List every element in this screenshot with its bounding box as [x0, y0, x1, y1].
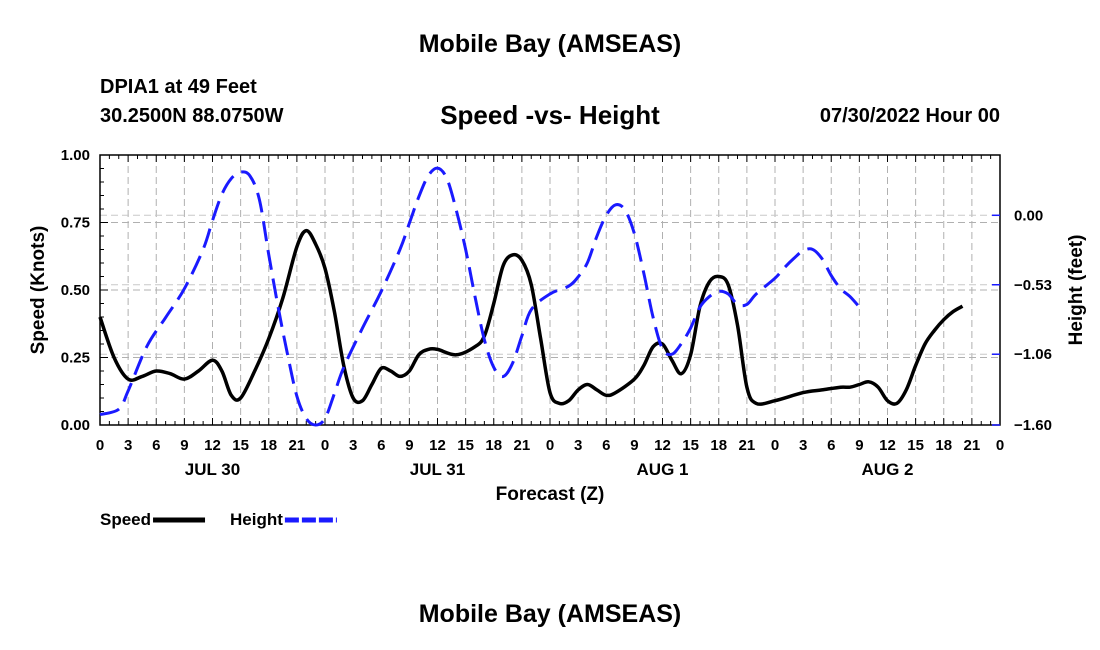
- axes: [99, 154, 1001, 426]
- y2-tick-label: −0.53: [1014, 277, 1052, 294]
- x-tick-label: 9: [630, 437, 638, 454]
- x-tick-label: 0: [321, 437, 329, 454]
- y-tick-label: 0.25: [61, 350, 90, 367]
- x-tick-label: 21: [289, 437, 306, 454]
- y-tick-label: 0.75: [61, 215, 90, 232]
- data-series: [98, 166, 964, 427]
- x-tick-label: 12: [204, 437, 221, 454]
- x-tick-label: 0: [546, 437, 554, 454]
- x-tick-label: 0: [771, 437, 779, 454]
- legend-label-height: Height: [230, 510, 283, 529]
- x-tick-label: 3: [574, 437, 582, 454]
- chart-title-top: Mobile Bay (AMSEAS): [418, 30, 682, 58]
- x-tick-label: 12: [879, 437, 896, 454]
- x-tick-label: 6: [827, 437, 835, 454]
- x-tick-label: 15: [907, 437, 924, 454]
- x-tick-label: 18: [485, 437, 502, 454]
- axis-labels: 0 3 6 9 12 15 18 21 0 3 6 9 12 15 18 21 0 3 6 9 12 15 18 21 0 3 6 9…: [61, 147, 1052, 479]
- day-label: JUL 30: [185, 460, 240, 479]
- x-tick-label: 9: [180, 437, 188, 454]
- x-tick-label: 6: [602, 437, 610, 454]
- series-line-speed: [98, 228, 964, 406]
- y-tick-label: 0.00: [61, 417, 90, 434]
- day-label: JUL 31: [410, 460, 465, 479]
- x-tick-label: 18: [260, 437, 277, 454]
- legend: Speed Height: [100, 510, 337, 529]
- y-axis-label: Speed (Knots): [28, 226, 49, 355]
- x-tick-label: 18: [710, 437, 727, 454]
- legend-label-speed: Speed: [100, 510, 151, 529]
- x-tick-label: 21: [514, 437, 531, 454]
- x-tick-label: 0: [96, 437, 104, 454]
- coordinates-label: 30.2500N 88.0750W: [100, 105, 284, 127]
- x-tick-label: 3: [799, 437, 807, 454]
- x-tick-label: 15: [232, 437, 249, 454]
- x-tick-label: 3: [124, 437, 132, 454]
- x-tick-label: 6: [377, 437, 385, 454]
- y-tick-label: 0.50: [61, 282, 90, 299]
- station-label: DPIA1 at 49 Feet: [100, 76, 257, 98]
- x-tick-label: 9: [405, 437, 413, 454]
- y-tick-label: 1.00: [61, 147, 90, 164]
- x-tick-label: 6: [152, 437, 160, 454]
- grid-lines: [100, 155, 1000, 425]
- chart-title-bottom: Mobile Bay (AMSEAS): [418, 600, 682, 628]
- x-tick-label: 0: [996, 437, 1004, 454]
- x-tick-label: 21: [739, 437, 756, 454]
- forecast-timestamp: 07/30/2022 Hour 00: [819, 105, 1000, 127]
- day-label: AUG 1: [637, 460, 689, 479]
- chart-subtitle: Speed -vs- Height: [440, 100, 660, 130]
- series-line-height: [99, 166, 861, 427]
- y2-axis-label: Height (feet): [1066, 235, 1087, 346]
- day-label: AUG 2: [862, 460, 914, 479]
- x-tick-label: 3: [349, 437, 357, 454]
- y2-tick-label: 0.00: [1014, 207, 1043, 224]
- x-tick-label: 12: [654, 437, 671, 454]
- y2-tick-label: −1.06: [1014, 346, 1052, 363]
- x-tick-label: 9: [855, 437, 863, 454]
- x-tick-label: 18: [935, 437, 952, 454]
- x-axis-label: Forecast (Z): [496, 484, 605, 505]
- x-tick-label: 15: [682, 437, 699, 454]
- speed-height-chart: Speed -vs- Height 0 3 6 9 12 15 18 21 0 3 6 9 12 15 18…: [28, 100, 1087, 529]
- y2-tick-label: −1.60: [1014, 417, 1052, 434]
- x-tick-label: 21: [964, 437, 981, 454]
- x-tick-label: 12: [429, 437, 446, 454]
- x-tick-label: 15: [457, 437, 474, 454]
